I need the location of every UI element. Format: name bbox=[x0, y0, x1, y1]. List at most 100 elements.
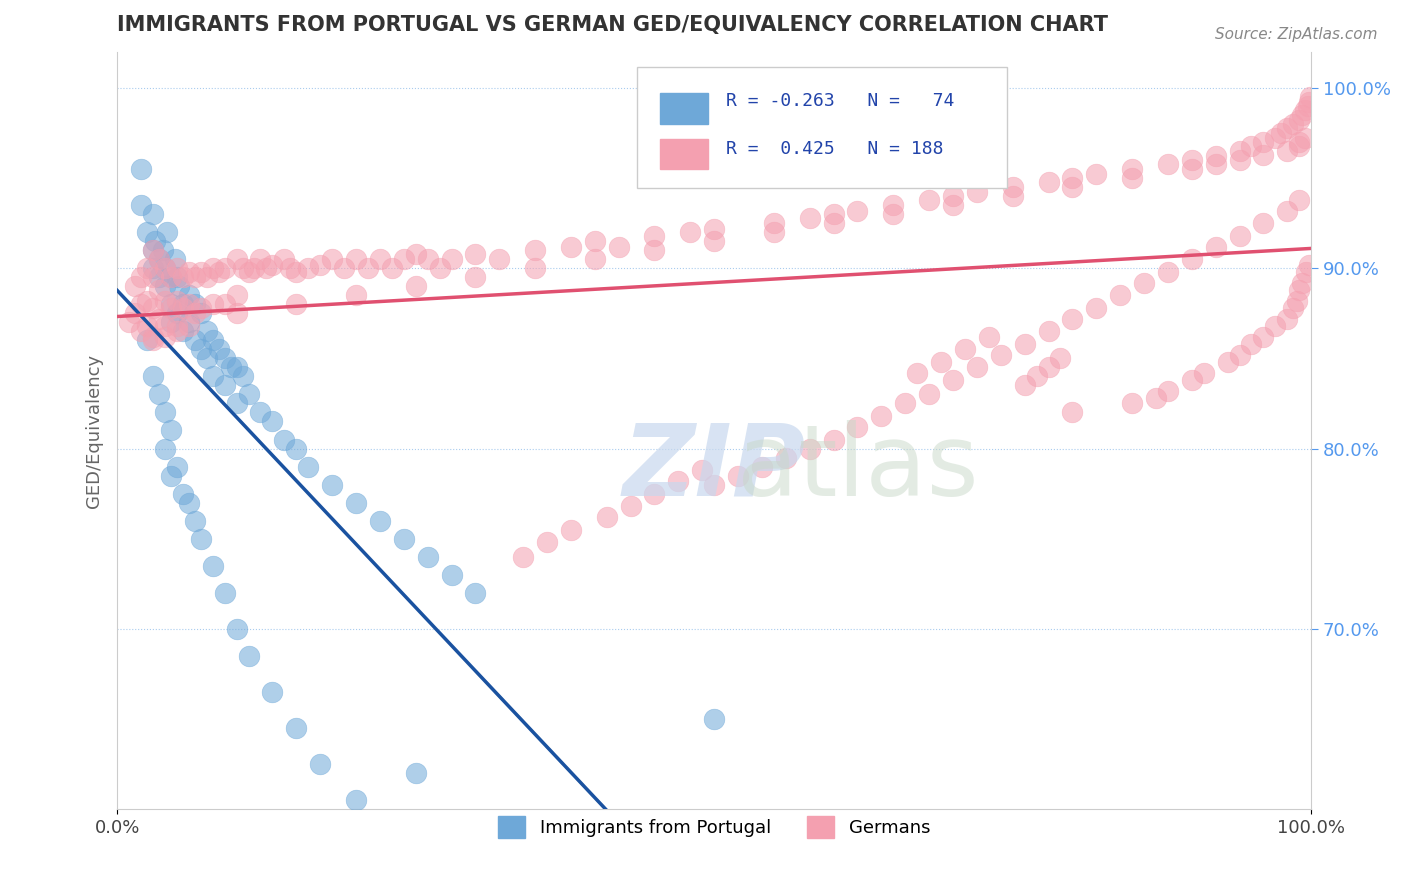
Point bbox=[232, 369, 254, 384]
FancyBboxPatch shape bbox=[661, 139, 709, 169]
Point bbox=[1288, 135, 1310, 149]
Point bbox=[1298, 95, 1320, 110]
Point bbox=[262, 258, 284, 272]
Point bbox=[190, 343, 212, 357]
Point bbox=[1253, 216, 1275, 230]
Point bbox=[643, 486, 665, 500]
Point bbox=[524, 243, 547, 257]
Point bbox=[1181, 373, 1204, 387]
Point bbox=[177, 495, 200, 509]
Point bbox=[166, 459, 188, 474]
Point bbox=[214, 378, 236, 392]
Point bbox=[201, 261, 224, 276]
Point bbox=[172, 486, 194, 500]
Point bbox=[285, 721, 308, 735]
Point bbox=[1295, 265, 1317, 279]
Point bbox=[799, 442, 821, 456]
Point bbox=[1229, 144, 1251, 158]
Point bbox=[690, 463, 713, 477]
Text: Source: ZipAtlas.com: Source: ZipAtlas.com bbox=[1215, 27, 1378, 42]
Point bbox=[166, 270, 188, 285]
Point bbox=[1085, 168, 1108, 182]
Point bbox=[249, 252, 271, 267]
Point bbox=[596, 510, 619, 524]
Point bbox=[129, 198, 152, 212]
Point bbox=[153, 442, 176, 456]
Text: IMMIGRANTS FROM PORTUGAL VS GERMAN GED/EQUIVALENCY CORRELATION CHART: IMMIGRANTS FROM PORTUGAL VS GERMAN GED/E… bbox=[117, 15, 1108, 35]
Point bbox=[129, 297, 152, 311]
Point bbox=[195, 351, 218, 366]
Point bbox=[1240, 337, 1263, 351]
Point bbox=[177, 315, 200, 329]
Point bbox=[160, 270, 183, 285]
Point bbox=[1205, 239, 1227, 253]
Point bbox=[148, 270, 170, 285]
Point bbox=[153, 405, 176, 419]
Point bbox=[243, 261, 266, 276]
Legend: Immigrants from Portugal, Germans: Immigrants from Portugal, Germans bbox=[491, 809, 938, 846]
Point bbox=[160, 301, 183, 315]
Point bbox=[1240, 138, 1263, 153]
Point bbox=[1085, 301, 1108, 315]
Point bbox=[142, 329, 165, 343]
Point bbox=[823, 433, 845, 447]
Point bbox=[643, 243, 665, 257]
Text: R =  0.425   N = 188: R = 0.425 N = 188 bbox=[725, 140, 943, 158]
Point bbox=[166, 306, 188, 320]
Point bbox=[153, 329, 176, 343]
Point bbox=[160, 424, 183, 438]
Point bbox=[201, 334, 224, 348]
Point bbox=[262, 414, 284, 428]
Point bbox=[321, 477, 343, 491]
Point bbox=[1264, 318, 1286, 333]
Point bbox=[153, 279, 176, 293]
Point bbox=[172, 270, 194, 285]
Point bbox=[208, 343, 231, 357]
Point bbox=[416, 252, 439, 267]
Point bbox=[905, 366, 928, 380]
Point bbox=[464, 247, 486, 261]
Point bbox=[1288, 113, 1310, 128]
Point bbox=[1181, 252, 1204, 267]
Point bbox=[190, 301, 212, 315]
Point bbox=[894, 396, 917, 410]
Point bbox=[225, 622, 247, 636]
Point bbox=[405, 766, 427, 780]
Point bbox=[870, 409, 893, 423]
Point bbox=[201, 297, 224, 311]
Point bbox=[703, 712, 725, 726]
Point bbox=[583, 234, 606, 248]
Point bbox=[184, 306, 207, 320]
Point bbox=[166, 324, 188, 338]
Point bbox=[1001, 189, 1024, 203]
Point bbox=[1014, 337, 1036, 351]
Point bbox=[177, 265, 200, 279]
Point bbox=[1144, 391, 1167, 405]
Point bbox=[124, 279, 146, 293]
Point bbox=[232, 261, 254, 276]
Point bbox=[136, 334, 159, 348]
Point bbox=[153, 261, 176, 276]
Point bbox=[464, 270, 486, 285]
Point bbox=[1205, 149, 1227, 163]
Point bbox=[142, 301, 165, 315]
Point bbox=[1157, 384, 1180, 398]
Point bbox=[142, 261, 165, 276]
Point bbox=[1264, 131, 1286, 145]
Point bbox=[184, 297, 207, 311]
Point bbox=[148, 311, 170, 326]
Point bbox=[129, 324, 152, 338]
Point bbox=[1229, 153, 1251, 167]
Point bbox=[1038, 175, 1060, 189]
Point bbox=[1277, 203, 1299, 218]
Point bbox=[990, 348, 1012, 362]
Point bbox=[129, 270, 152, 285]
Point bbox=[1038, 360, 1060, 375]
Point bbox=[1288, 193, 1310, 207]
Point bbox=[321, 252, 343, 267]
Point bbox=[1277, 120, 1299, 135]
Point bbox=[1038, 324, 1060, 338]
Point bbox=[942, 198, 965, 212]
Point bbox=[285, 265, 308, 279]
Point bbox=[703, 477, 725, 491]
